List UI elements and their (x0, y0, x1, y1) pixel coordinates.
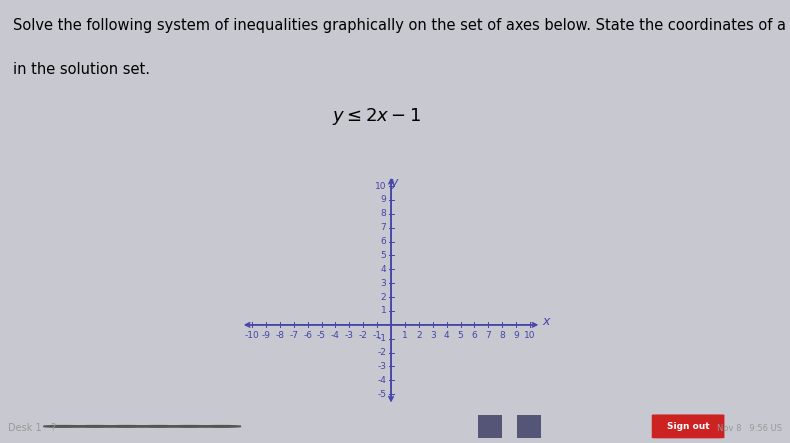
FancyBboxPatch shape (478, 415, 502, 438)
Text: -2: -2 (378, 348, 386, 357)
Text: 4: 4 (381, 265, 386, 274)
Text: 10: 10 (525, 331, 536, 340)
Text: -5: -5 (378, 390, 386, 399)
Text: Nov 8   9:56 US: Nov 8 9:56 US (717, 424, 782, 432)
FancyBboxPatch shape (517, 415, 541, 438)
Text: 6: 6 (472, 331, 477, 340)
Text: 10: 10 (375, 182, 386, 190)
Text: -10: -10 (245, 331, 259, 340)
Text: 2: 2 (381, 293, 386, 302)
Text: Desk 1   ?: Desk 1 ? (8, 423, 56, 433)
Text: $y \geq -x + 2$: $y \geq -x + 2$ (332, 182, 431, 202)
Text: 1: 1 (381, 307, 386, 315)
Text: 1: 1 (402, 331, 408, 340)
Text: 5: 5 (457, 331, 464, 340)
Text: Solve the following system of inequalities graphically on the set of axes below.: Solve the following system of inequaliti… (13, 18, 790, 33)
Text: -6: -6 (303, 331, 312, 340)
Circle shape (170, 426, 209, 427)
Text: 3: 3 (430, 331, 435, 340)
FancyBboxPatch shape (652, 415, 724, 439)
Text: 7: 7 (381, 223, 386, 232)
Text: 4: 4 (444, 331, 450, 340)
Text: 7: 7 (486, 331, 491, 340)
Circle shape (107, 426, 146, 427)
Text: in the solution set.: in the solution set. (13, 62, 150, 77)
Text: $y \leq 2x - 1$: $y \leq 2x - 1$ (332, 106, 421, 127)
Text: 6: 6 (381, 237, 386, 246)
Text: -4: -4 (378, 376, 386, 385)
Text: x: x (542, 315, 549, 328)
Text: -1: -1 (378, 334, 386, 343)
Circle shape (43, 426, 83, 427)
Text: 2: 2 (416, 331, 422, 340)
Text: 3: 3 (381, 279, 386, 288)
Text: -4: -4 (331, 331, 340, 340)
Text: -9: -9 (261, 331, 270, 340)
Text: -2: -2 (359, 331, 367, 340)
Text: 8: 8 (499, 331, 505, 340)
Circle shape (75, 426, 115, 427)
Text: -3: -3 (378, 362, 386, 371)
Text: Sign out: Sign out (667, 422, 709, 431)
Text: -3: -3 (345, 331, 354, 340)
Text: 9: 9 (514, 331, 519, 340)
Text: 8: 8 (381, 210, 386, 218)
Text: 9: 9 (381, 195, 386, 205)
Circle shape (201, 426, 241, 427)
Text: -1: -1 (373, 331, 382, 340)
Circle shape (138, 426, 178, 427)
Text: -8: -8 (276, 331, 284, 340)
Text: 5: 5 (381, 251, 386, 260)
Text: -5: -5 (317, 331, 326, 340)
Text: y: y (390, 176, 397, 189)
Text: -7: -7 (289, 331, 299, 340)
